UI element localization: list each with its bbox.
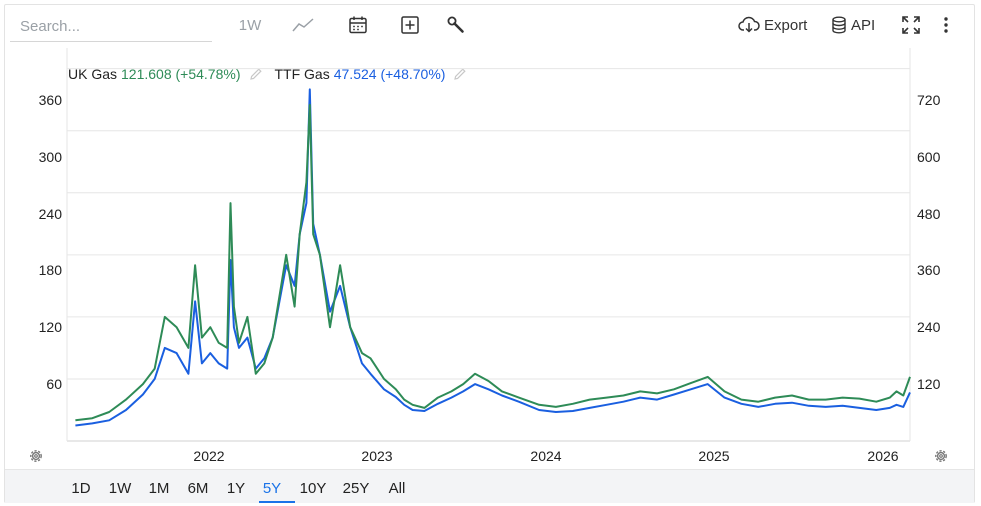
api-button[interactable]: API (831, 12, 881, 38)
active-range-indicator (259, 501, 295, 503)
chart-widget-frame (4, 4, 975, 503)
y-right-tick: 360 (917, 262, 941, 278)
line-chart-icon (292, 18, 314, 32)
fullscreen-button[interactable] (898, 12, 924, 38)
gear-icon (935, 450, 947, 462)
database-icon (832, 16, 846, 34)
y-left-tick: 120 (38, 319, 62, 335)
chart-type-button[interactable] (288, 12, 318, 38)
right-axis-settings-button[interactable] (931, 446, 951, 466)
range-button-1y[interactable]: 1Y (226, 480, 246, 497)
export-button[interactable]: Export (738, 12, 814, 38)
left-axis-settings-button[interactable] (26, 446, 46, 466)
legend-name-ttf-gas: TTF Gas (274, 66, 330, 82)
range-button-25y[interactable]: 25Y (342, 480, 370, 497)
y-left-tick: 360 (38, 92, 62, 108)
legend-value-ttf-gas: 47.524 (+48.70%) (333, 66, 446, 82)
gear-icon (30, 450, 42, 462)
series-line-uk-gas[interactable] (75, 103, 911, 422)
y-left-tick: 60 (46, 376, 62, 392)
edit-series-uk-gas-button[interactable] (249, 67, 263, 81)
x-tick: 2025 (698, 448, 730, 464)
chart-legend: UK Gas 121.608 (+54.78%) TTF Gas 47.524 … (68, 66, 479, 82)
api-label: API (851, 16, 876, 34)
date-range-button[interactable] (344, 12, 372, 38)
edit-series-ttf-gas-button[interactable] (453, 67, 467, 81)
add-indicator-button[interactable] (396, 12, 424, 38)
interval-button[interactable]: 1W (238, 16, 262, 34)
range-button-6m[interactable]: 6M (187, 480, 209, 497)
add-plus-icon (401, 16, 419, 34)
pencil-icon (249, 68, 262, 80)
x-tick: 2023 (361, 448, 393, 464)
x-tick: 2024 (530, 448, 562, 464)
range-button-1w[interactable]: 1W (108, 480, 132, 497)
pencil-icon (454, 68, 467, 80)
range-button-all[interactable]: All (388, 480, 406, 497)
y-right-tick: 480 (917, 206, 941, 222)
tools-button[interactable] (443, 12, 469, 38)
fullscreen-icon (902, 16, 920, 34)
chart-grid (66, 48, 911, 442)
cloud-download-icon (738, 16, 760, 33)
range-selector-bar: 1D 1W 1M 6M 1Y 5Y 10Y 25Y All (5, 469, 974, 503)
y-left-tick: 300 (38, 149, 62, 165)
range-button-1m[interactable]: 1M (148, 480, 170, 497)
range-button-5y[interactable]: 5Y (262, 480, 282, 497)
y-left-tick: 240 (38, 206, 62, 222)
x-tick: 2022 (193, 448, 225, 464)
y-right-tick: 600 (917, 149, 941, 165)
series-line-ttf-gas[interactable] (75, 88, 911, 427)
legend-value-uk-gas: 121.608 (+54.78%) (121, 66, 241, 82)
wrench-icon (447, 16, 464, 33)
more-options-button[interactable] (936, 12, 956, 38)
search-input[interactable] (10, 12, 212, 42)
more-vertical-icon (944, 17, 948, 33)
calendar-icon (349, 16, 367, 34)
y-right-tick: 240 (917, 319, 941, 335)
range-button-1d[interactable]: 1D (71, 480, 91, 497)
export-label: Export (764, 16, 808, 34)
legend-name-uk-gas: UK Gas (68, 66, 118, 82)
x-tick: 2026 (867, 448, 899, 464)
chart-series (75, 88, 911, 427)
y-right-tick: 720 (917, 92, 941, 108)
range-button-10y[interactable]: 10Y (299, 480, 327, 497)
y-left-tick: 180 (38, 262, 62, 278)
y-right-tick: 120 (917, 376, 941, 392)
